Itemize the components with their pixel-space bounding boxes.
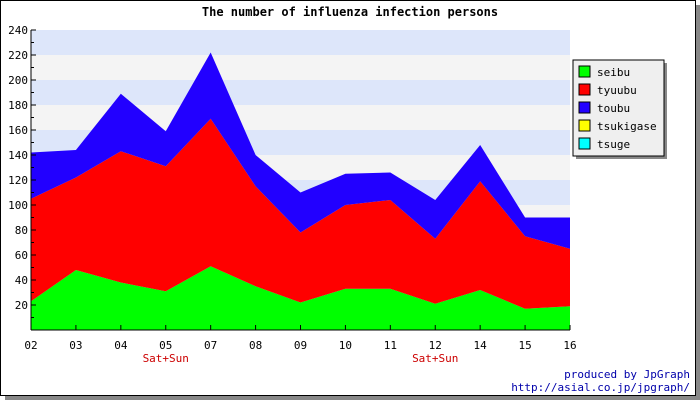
axes: 20 40 60 80 100 120 140 160 180 200 220 240 02 03 04 05… [8,24,577,365]
x-tick-label: 05 [159,339,172,352]
chart-title: The number of influenza infection person… [202,5,498,19]
series-area-seibu [31,266,570,330]
y-tick-label: 40 [15,274,28,287]
y-tick-label: 20 [15,299,28,312]
x-tick-label: 14 [474,339,488,352]
legend-swatch-tyuubu [578,83,591,96]
x-tick-label: 03 [69,339,82,352]
y-tick-label: 120 [8,174,28,187]
grid-band [31,30,570,55]
y-tick-label: 80 [15,224,28,237]
x-tick-label: 08 [249,339,262,352]
y-tick-label: 100 [8,199,28,212]
y-tick-label: 60 [15,249,28,262]
legend-label-tyuubu: tyuubu [597,84,637,97]
legend-label-tsuge: tsuge [597,138,630,151]
legend-label-toubu: toubu [597,102,630,115]
x-tick-label: 02 [24,339,37,352]
credit-url[interactable]: http://asial.co.jp/jpgraph/ [511,381,690,394]
x-category-note: Sat+Sun [143,352,189,365]
legend-swatch-tsuge [578,137,591,150]
grid-band [31,55,570,80]
x-tick-label: 09 [294,339,307,352]
y-tick-label: 200 [8,74,28,87]
credit-producer: produced by JpGraph [564,368,690,381]
y-tick-label: 220 [8,49,28,62]
x-tick-label: 11 [384,339,397,352]
legend-swatch-toubu [578,101,591,114]
y-tick-label: 240 [8,24,28,37]
series-areas [31,52,570,330]
grid-band [31,80,570,105]
y-tick-label: 140 [8,149,28,162]
x-tick-label: 12 [429,339,442,352]
legend-swatch-seibu [578,65,591,78]
legend: seibu tyuubu toubu tsukigase tsuge [572,59,667,159]
y-tick-label: 160 [8,124,28,137]
x-category-note: Sat+Sun [412,352,458,365]
x-tick-label: 04 [114,339,128,352]
x-tick-label: 10 [339,339,352,352]
legend-swatch-tsukigase [578,119,591,132]
x-tick-label: 07 [204,339,217,352]
series-area-toubu [31,52,570,249]
legend-label-seibu: seibu [597,66,630,79]
y-tick-label: 180 [8,99,28,112]
x-tick-label: 15 [518,339,531,352]
x-tick-label: 16 [563,339,576,352]
legend-label-tsukigase: tsukigase [597,120,657,133]
